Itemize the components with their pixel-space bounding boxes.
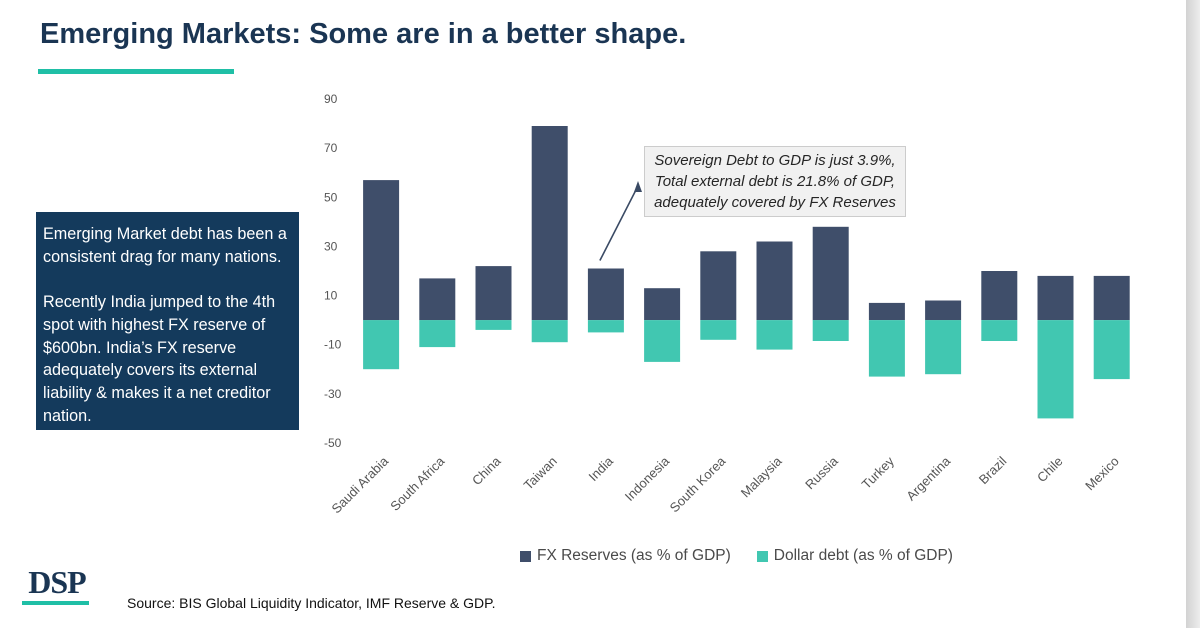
bar-dollar-debt: [756, 320, 793, 350]
bar-dollar-debt: [531, 320, 568, 343]
bar-dollar-debt: [981, 320, 1018, 341]
legend-label-fx-reserves: FX Reserves (as % of GDP): [537, 547, 731, 564]
bar-dollar-debt: [1037, 320, 1074, 419]
bar-dollar-debt: [587, 320, 624, 333]
bar-fx-reserves: [700, 251, 737, 321]
info-box: Emerging Market debt has been a consiste…: [36, 212, 299, 430]
bar-dollar-debt: [363, 320, 400, 370]
x-tick-label: India: [585, 453, 616, 484]
chart-annotation: Sovereign Debt to GDP is just 3.9%, Tota…: [644, 146, 906, 217]
y-tick-label: -10: [324, 338, 342, 352]
x-tick-label: South Korea: [667, 453, 729, 515]
x-tick-label: Russia: [802, 453, 841, 492]
x-tick-label: Brazil: [976, 453, 1010, 487]
bar-fx-reserves: [925, 300, 962, 321]
bar-fx-reserves: [1037, 275, 1074, 321]
x-tick-label: Saudi Arabia: [328, 453, 391, 516]
x-tick-label: Mexico: [1082, 454, 1122, 494]
slide-edge-strip: [1186, 0, 1200, 628]
page-title: Emerging Markets: Some are in a better s…: [40, 18, 687, 50]
bar-dollar-debt: [925, 320, 962, 375]
bar-dollar-debt: [644, 320, 681, 362]
x-tick-label: Argentina: [903, 453, 954, 504]
x-tick-label: Turkey: [859, 453, 898, 492]
dsp-logo: DSP: [28, 564, 86, 600]
title-underline: [38, 69, 234, 74]
bar-dollar-debt: [419, 320, 456, 348]
y-tick-label: -50: [324, 436, 342, 450]
bar-fx-reserves: [868, 302, 905, 321]
logo-underline: [22, 601, 89, 605]
x-tick-label: China: [469, 453, 504, 488]
bar-dollar-debt: [1093, 320, 1130, 380]
bar-fx-reserves: [363, 180, 400, 321]
y-tick-label: 10: [324, 289, 338, 303]
bar-fx-reserves: [981, 271, 1018, 321]
bar-dollar-debt: [868, 320, 905, 377]
info-paragraph-2: Recently India jumped to the 4th spot wi…: [43, 293, 276, 425]
bar-dollar-debt: [700, 320, 737, 340]
annotation-line-1: Sovereign Debt to GDP is just 3.9%,: [654, 152, 896, 169]
legend-swatch-dollar-debt: [756, 550, 768, 562]
annotation-line-3: adequately covered by FX Reserves: [654, 194, 896, 211]
bar-dollar-debt: [475, 320, 512, 330]
legend-swatch-fx-reserves: [520, 550, 531, 562]
x-tick-label: Indonesia: [622, 453, 673, 504]
bar-fx-reserves: [1093, 275, 1130, 321]
bar-fx-reserves: [531, 126, 568, 321]
y-tick-label: -30: [324, 387, 342, 401]
x-tick-label: Taiwan: [521, 454, 560, 493]
y-tick-label: 70: [324, 141, 338, 155]
annotation-line-2: Total external debt is 21.8% of GDP,: [654, 173, 896, 190]
legend-label-dollar-debt: Dollar debt (as % of GDP): [773, 547, 953, 564]
bar-fx-reserves: [756, 241, 793, 321]
bar-fx-reserves: [587, 268, 624, 321]
bar-dollar-debt: [812, 320, 849, 341]
bar-fx-reserves: [475, 266, 512, 321]
bar-fx-reserves: [644, 288, 681, 321]
source-note: Source: BIS Global Liquidity Indicator, …: [127, 595, 496, 611]
chart-legend: FX Reserves (as % of GDP) Dollar debt (a…: [520, 545, 979, 567]
y-tick-label: 50: [324, 190, 338, 204]
legend-item-dollar-debt: Dollar debt (as % of GDP): [756, 547, 953, 565]
info-paragraph-1: Emerging Market debt has been a consiste…: [43, 225, 287, 266]
bar-fx-reserves: [419, 278, 456, 321]
legend-item-fx-reserves: FX Reserves (as % of GDP): [520, 547, 731, 565]
annotation-arrow-head: [634, 181, 642, 192]
bar-fx-reserves: [812, 226, 849, 321]
x-tick-label: South Africa: [387, 453, 448, 514]
y-tick-label: 90: [324, 92, 338, 106]
x-tick-label: Malaysia: [738, 453, 785, 500]
x-tick-label: Chile: [1034, 454, 1066, 486]
annotation-arrow-line: [599, 185, 639, 261]
y-tick-label: 30: [324, 239, 338, 253]
